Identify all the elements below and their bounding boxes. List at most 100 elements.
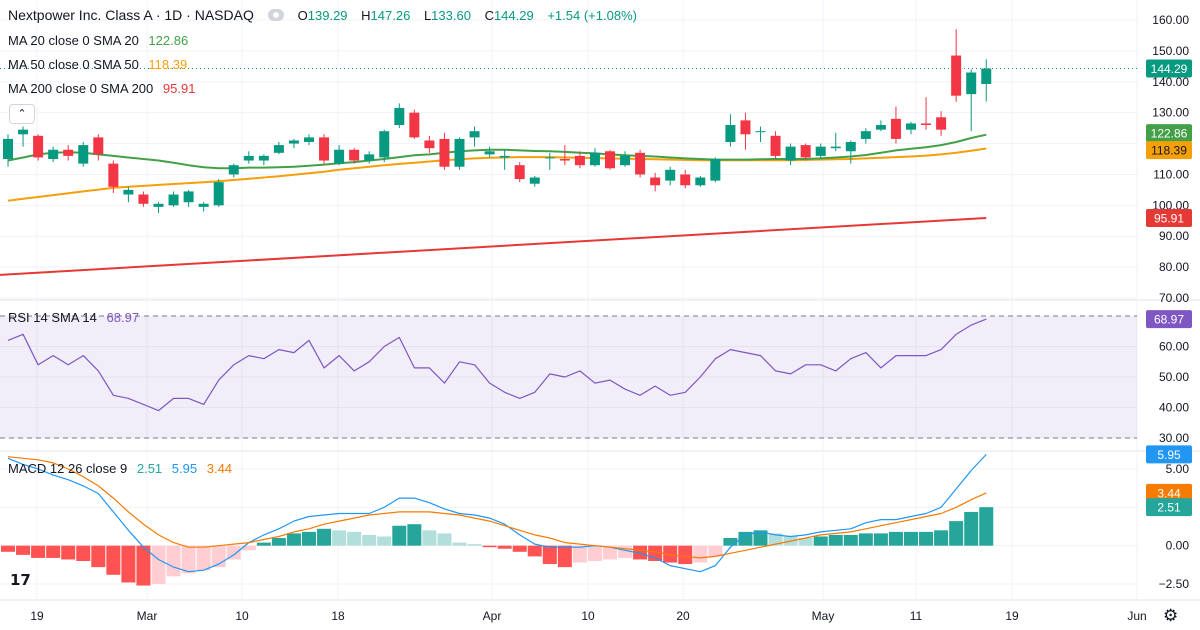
- tradingview-logo-icon[interactable]: 17: [10, 571, 31, 589]
- ma20-price-label-bg: [1146, 124, 1192, 143]
- candle: [288, 138, 299, 149]
- candle: [815, 143, 826, 159]
- rsi-band: [0, 315, 1137, 439]
- candle-body: [574, 155, 585, 166]
- macd-histogram-bar: [302, 531, 316, 546]
- candle-body: [364, 154, 375, 161]
- candle: [770, 131, 781, 159]
- rsi-price-label-text: 68.97: [1154, 313, 1184, 327]
- macd-histogram-bar: [527, 545, 542, 557]
- candle-body: [439, 138, 450, 167]
- macd-hist-value: 2.51: [136, 461, 163, 476]
- macd-histogram-bar: [858, 533, 873, 546]
- legend-macd[interactable]: MACD 12 26 close 9 2.51 5.95 3.44: [8, 461, 232, 476]
- ma200-label: MA 200 close 0 SMA 200: [8, 81, 154, 96]
- symbol-title[interactable]: Nextpower Inc. Class A · 1D · NASDAQ: [8, 7, 254, 23]
- candle-body: [605, 151, 615, 169]
- time-tick-label: Jun: [1127, 609, 1146, 623]
- candle-body: [559, 159, 570, 161]
- candle-body: [830, 146, 841, 149]
- candle: [183, 189, 194, 207]
- candle: [424, 135, 435, 153]
- ma200-value: 95.91: [162, 81, 196, 96]
- candle-body: [198, 203, 209, 207]
- macd-histogram-bar: [106, 545, 121, 575]
- macd-histogram-bar: [286, 533, 301, 546]
- eye-icon[interactable]: [267, 9, 284, 21]
- legend-ma200[interactable]: MA 200 close 0 SMA 200 95.91: [8, 81, 195, 96]
- ma200-price-label-text: 95.91: [1154, 211, 1184, 225]
- candle-body: [213, 182, 224, 206]
- price-tick-label: 110.00: [1153, 167, 1189, 181]
- legend-ma50[interactable]: MA 50 close 0 SMA 50 118.39: [8, 57, 187, 72]
- time-tick-label: 11: [910, 609, 923, 623]
- price-tick-label: 80.00: [1159, 260, 1189, 274]
- candle-body: [424, 140, 435, 149]
- last-price-label-bg: [1146, 59, 1192, 78]
- candle-body: [168, 194, 179, 206]
- candle: [544, 152, 555, 170]
- candle: [740, 112, 751, 150]
- ma50-price-label-text: 118.39: [1151, 144, 1187, 158]
- candle: [454, 137, 465, 170]
- macd-histogram-bar: [979, 507, 994, 546]
- candle: [243, 151, 254, 164]
- candle: [966, 69, 977, 132]
- candle: [439, 132, 450, 170]
- candle: [906, 121, 916, 135]
- macd-histogram-bar: [437, 533, 452, 546]
- macd-histogram-bar: [828, 534, 843, 546]
- candle: [93, 134, 104, 161]
- rsi-tick-label: 60.00: [1159, 340, 1189, 354]
- macd-histogram-bar: [241, 545, 256, 551]
- candle-body: [951, 55, 962, 96]
- candle: [379, 129, 390, 163]
- price-tick-label: 160.00: [1152, 13, 1189, 27]
- legend-ma20[interactable]: MA 20 close 0 SMA 20 122.86: [8, 33, 188, 48]
- macd-hist-price-label-text: 2.51: [1157, 501, 1181, 515]
- candle-body: [3, 138, 13, 159]
- time-tick-label: Mar: [137, 609, 158, 623]
- macd-histogram-bar: [392, 525, 407, 546]
- time-tick-label: Apr: [483, 609, 502, 623]
- macd-signal-value: 3.44: [206, 461, 233, 476]
- collapse-legend-button[interactable]: ⌃: [9, 104, 35, 124]
- candle-body: [349, 149, 360, 161]
- rsi-label: RSI 14 SMA 14: [8, 310, 97, 325]
- ma50-price-label-bg: [1146, 141, 1192, 160]
- gear-icon[interactable]: ⚙: [1163, 606, 1179, 625]
- candle: [890, 106, 901, 144]
- candle-body: [815, 146, 826, 156]
- candle: [469, 126, 480, 147]
- rsi-tick-label: 50.00: [1159, 370, 1189, 384]
- macd-line-price-label: 5.95: [1146, 445, 1192, 464]
- candle: [78, 142, 89, 167]
- candle-body: [409, 112, 420, 138]
- candle: [18, 126, 29, 147]
- candle-body: [48, 149, 59, 159]
- candle-body: [650, 177, 661, 186]
- macd-histogram-bar: [1, 545, 15, 552]
- candle: [499, 149, 510, 170]
- candle-body: [33, 135, 44, 158]
- time-axis[interactable]: 19 Mar 10 18 Apr 10 20 May 11 19 Jun: [30, 609, 1146, 623]
- legend-rsi[interactable]: RSI 14 SMA 14 68.97: [8, 310, 139, 325]
- macd-histogram-bar: [226, 545, 241, 560]
- macd-histogram-bar: [422, 530, 437, 546]
- macd-histogram-bar: [121, 545, 136, 583]
- candle-body: [499, 155, 510, 158]
- candle: [153, 202, 164, 214]
- ma20-label: MA 20 close 0 SMA 20: [8, 33, 139, 48]
- macd-signal-price-label-bg: [1146, 483, 1192, 502]
- candle-body: [153, 203, 164, 207]
- candle: [605, 149, 615, 170]
- ma200-price-label-bg: [1146, 208, 1192, 227]
- symbol-header[interactable]: Nextpower Inc. Class A · 1D · NASDAQ O13…: [8, 7, 642, 23]
- candle: [710, 157, 721, 183]
- candle: [514, 162, 525, 183]
- macd-histogram-bar: [467, 544, 482, 546]
- macd-line: [7, 453, 987, 573]
- price-tick-label: 130.00: [1152, 106, 1189, 120]
- grid: [0, 0, 1200, 601]
